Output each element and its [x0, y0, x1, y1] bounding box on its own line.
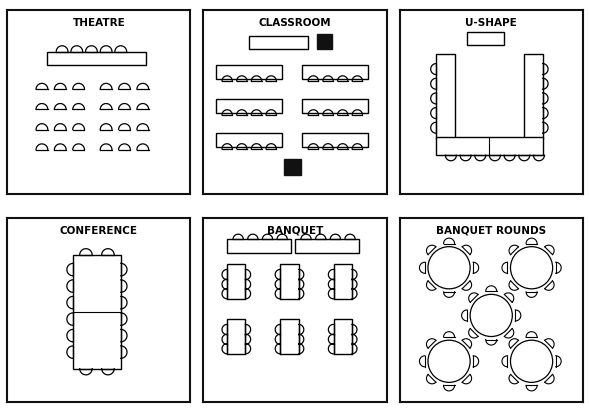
Bar [525, 54, 543, 139]
Bar [317, 34, 332, 49]
Text: CLASSROOM: CLASSROOM [258, 18, 332, 28]
Bar [333, 264, 352, 299]
Bar [302, 66, 368, 79]
Bar [227, 239, 291, 253]
Circle shape [428, 340, 470, 382]
Bar [47, 52, 146, 66]
Text: BANQUET ROUNDS: BANQUET ROUNDS [436, 225, 546, 236]
Bar [227, 264, 245, 299]
Bar [216, 99, 282, 113]
Bar [467, 33, 504, 45]
Bar [216, 66, 282, 79]
Bar [249, 36, 308, 49]
Bar [280, 319, 299, 354]
Circle shape [510, 247, 553, 289]
Circle shape [428, 247, 470, 289]
Bar [302, 133, 368, 147]
Bar [333, 319, 352, 354]
Bar [216, 133, 282, 147]
Bar [436, 137, 543, 155]
Bar [227, 319, 245, 354]
Bar [295, 239, 359, 253]
Bar [436, 54, 454, 139]
Text: THEATRE: THEATRE [73, 18, 125, 28]
Circle shape [510, 340, 553, 382]
Bar [302, 99, 368, 113]
Text: BANQUET: BANQUET [267, 225, 323, 236]
Bar [73, 255, 121, 369]
Text: CONFERENCE: CONFERENCE [60, 225, 138, 236]
Text: U-SHAPE: U-SHAPE [466, 18, 517, 28]
Circle shape [470, 294, 512, 337]
Bar [280, 264, 299, 299]
Bar [284, 159, 300, 176]
